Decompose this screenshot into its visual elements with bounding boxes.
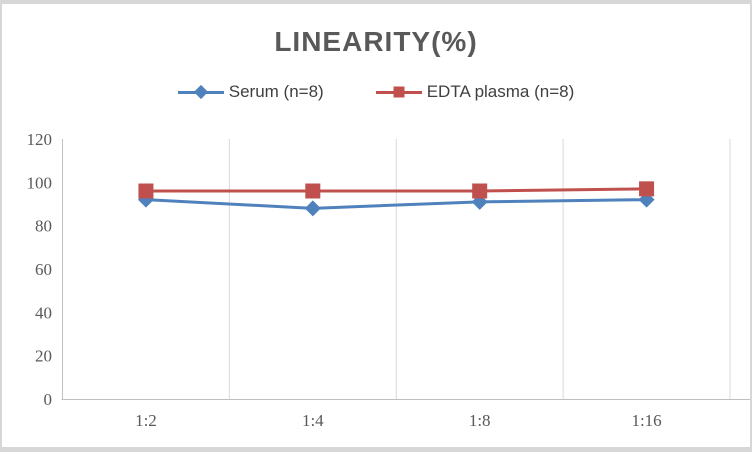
- data-point-square: [138, 183, 154, 199]
- y-tick-label: 100: [27, 173, 53, 192]
- legend-item-edta-plasma[interactable]: EDTA plasma (n=8): [375, 82, 575, 102]
- serum-line-marker-icon: [177, 84, 224, 100]
- y-tick-label: 0: [44, 390, 53, 409]
- y-tick-label: 40: [35, 303, 52, 322]
- edta-line-marker-icon: [375, 86, 422, 98]
- square-icon: [393, 86, 405, 98]
- y-tick-label: 20: [35, 347, 52, 366]
- legend-item-serum[interactable]: Serum (n=8): [177, 82, 324, 102]
- series-line-diamond: [145, 198, 647, 210]
- y-tick-label: 80: [35, 217, 52, 236]
- y-tick-label: 120: [27, 130, 53, 149]
- chart-title: LINEARITY(%): [274, 26, 478, 57]
- x-tick-label: 1:2: [135, 411, 157, 430]
- y-tick-label: 60: [35, 260, 52, 279]
- x-tick-label: 1:16: [631, 411, 661, 430]
- legend: Serum (n=8) EDTA plasma (n=8): [2, 82, 750, 102]
- legend-label-serum: Serum (n=8): [228, 82, 324, 101]
- x-tick-label: 1:4: [302, 411, 324, 430]
- series-line-square: [145, 187, 647, 193]
- data-point-square: [639, 181, 655, 197]
- x-tick-label: 1:8: [469, 411, 491, 430]
- data-point-diamond: [304, 200, 321, 217]
- data-point-square: [305, 183, 321, 199]
- plot-area: 0 20 40 60 80 100 120 1:2 1:4 1:8 1:16: [27, 130, 750, 430]
- legend-label-edta-plasma: EDTA plasma (n=8): [426, 82, 575, 101]
- data-point-square: [472, 183, 488, 199]
